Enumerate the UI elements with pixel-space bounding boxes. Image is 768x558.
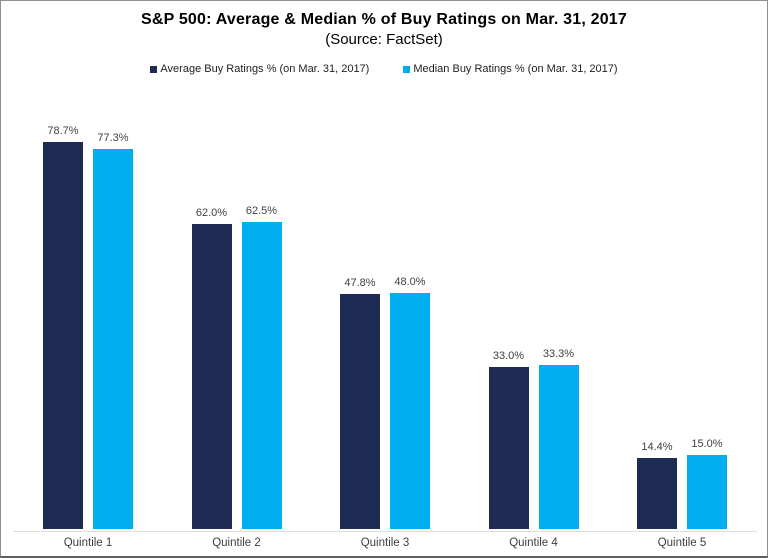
legend-swatch-average-icon xyxy=(150,66,158,73)
bar-median-quintile-4 xyxy=(538,365,579,529)
x-axis-label-quintile-1: Quintile 1 xyxy=(63,537,113,549)
bar-average-quintile-5 xyxy=(637,458,677,529)
bar-value-label-average-quintile-4: 33.0% xyxy=(492,349,525,362)
x-axis-label-quintile-2: Quintile 2 xyxy=(212,537,261,549)
bar-value-label-median-quintile-3: 48.0% xyxy=(394,275,426,288)
x-axis-label-quintile-4: Quintile 4 xyxy=(509,537,558,549)
bar-value-label-average-quintile-3: 47.8% xyxy=(344,276,376,289)
x-axis-line xyxy=(13,531,757,532)
bar-median-quintile-3 xyxy=(390,292,430,529)
bar-value-label-median-quintile-2: 62.5% xyxy=(245,204,278,217)
legend: Average Buy Ratings % (on Mar. 31, 2017)… xyxy=(1,63,767,76)
bar-value-label-median-quintile-5: 15.0% xyxy=(691,438,723,451)
legend-label-average: Average Buy Ratings % (on Mar. 31, 2017) xyxy=(160,63,370,75)
bar-value-label-median-quintile-1: 77.3% xyxy=(97,131,129,144)
legend-item-average: Average Buy Ratings % (on Mar. 31, 2017) xyxy=(150,63,369,76)
bar-value-label-average-quintile-2: 62.0% xyxy=(195,207,228,220)
bar-median-quintile-5 xyxy=(687,455,727,529)
chart-subtitle: (Source: FactSet) xyxy=(325,31,443,48)
legend-swatch-median-icon xyxy=(403,66,411,73)
bar-median-quintile-1 xyxy=(93,148,133,529)
bar-value-label-median-quintile-4: 33.3% xyxy=(542,348,575,361)
x-axis-label-quintile-5: Quintile 5 xyxy=(657,537,707,549)
bar-value-label-average-quintile-5: 14.4% xyxy=(641,441,673,454)
legend-item-median: Median Buy Ratings % (on Mar. 31, 2017) xyxy=(403,63,618,76)
bar-median-quintile-2 xyxy=(241,221,282,529)
bar-average-quintile-3 xyxy=(340,293,380,529)
bar-value-label-average-quintile-1: 78.7% xyxy=(47,125,79,138)
x-axis-label-quintile-3: Quintile 3 xyxy=(360,537,410,549)
bar-average-quintile-1 xyxy=(43,142,83,529)
chart-title: S&P 500: Average & Median % of Buy Ratin… xyxy=(140,11,628,28)
legend-label-median: Median Buy Ratings % (on Mar. 31, 2017) xyxy=(413,63,618,75)
bar-average-quintile-4 xyxy=(488,366,529,529)
bar-average-quintile-2 xyxy=(191,224,232,529)
